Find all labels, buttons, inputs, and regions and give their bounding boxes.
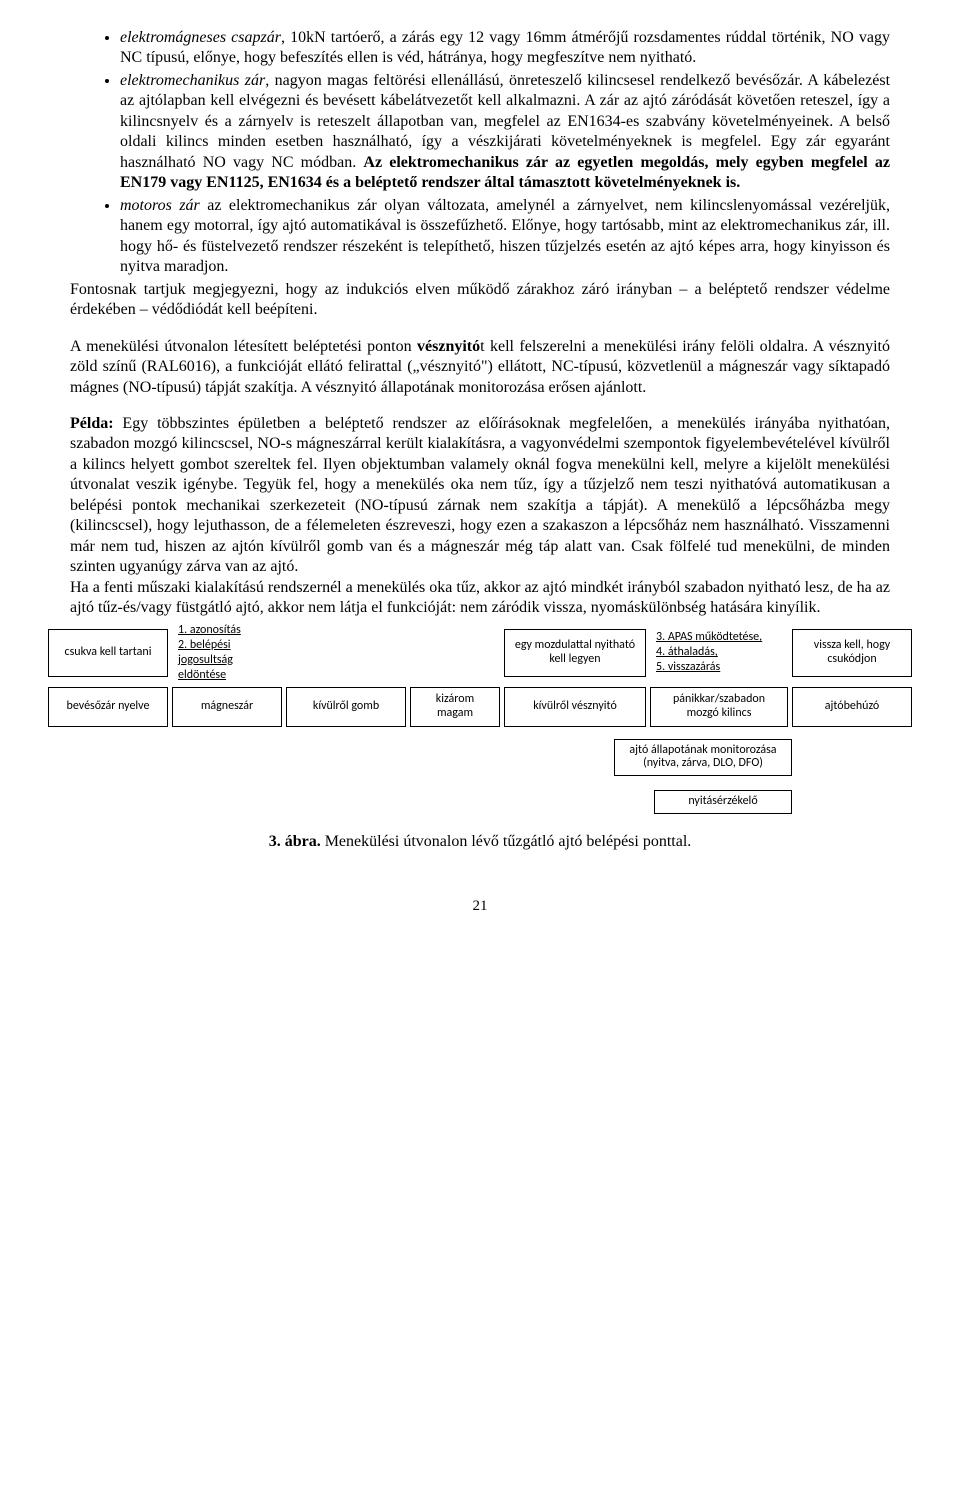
box-lockout: kizárom magam bbox=[410, 687, 500, 727]
lock-types-list: elektromágneses csapzár, 10kN tartóerő, … bbox=[98, 28, 890, 278]
paragraph-escape-route: A menekülési útvonalon létesített belépt… bbox=[70, 337, 890, 398]
paragraph-example-2: Ha a fenti műszaki kialakítású rendszern… bbox=[70, 578, 890, 619]
steps-1-2: 1. azonosítás2. belépési jogosultság eld… bbox=[172, 621, 282, 685]
box-door-state-monitor: ajtó állapotának monitorozása (nyitva, z… bbox=[614, 739, 792, 777]
diagram-row-3: ajtó állapotának monitorozása (nyitva, z… bbox=[48, 739, 912, 777]
example-body: Egy többszintes épületben a beléptető re… bbox=[70, 415, 890, 575]
paragraph-example: Példa: Egy többszintes épületben a belép… bbox=[70, 414, 890, 578]
example-label: Példa: bbox=[70, 415, 114, 432]
box-beveso: bevésőzár nyelve bbox=[48, 687, 168, 727]
figure-3-diagram: csukva kell tartani 1. azonosítás2. belé… bbox=[48, 629, 912, 814]
box-magneszar: mágneszár bbox=[172, 687, 282, 727]
bullet-text: az elektromechanikus zár olyan változata… bbox=[120, 197, 890, 275]
box-must-reclose: vissza kell, hogy csukódjon bbox=[792, 629, 912, 677]
bullet-electromagnetic: elektromágneses csapzár, 10kN tartóerő, … bbox=[120, 28, 890, 69]
steps-3-5: 3. APAS működtetése,4. áthaladás,5. viss… bbox=[650, 628, 768, 677]
caption-number: 3. ábra. bbox=[269, 833, 321, 850]
box-outside-vesz: kívülről vésznyitó bbox=[504, 687, 646, 727]
bold-term: vésznyitó bbox=[417, 338, 480, 355]
bullet-electromechanical: elektromechanikus zár, nagyon magas felt… bbox=[120, 71, 890, 194]
diagram-row-1: csukva kell tartani 1. azonosítás2. belé… bbox=[48, 629, 912, 677]
page-number: 21 bbox=[70, 897, 890, 916]
box-panic-bar: pánikkar/szabadon mozgó kilincs bbox=[650, 687, 788, 727]
lead-term: elektromechanikus zár bbox=[120, 72, 265, 89]
paragraph-induction-note: Fontosnak tartjuk megjegyezni, hogy az i… bbox=[70, 280, 890, 321]
box-open-sensor: nyitásérzékelő bbox=[654, 790, 792, 814]
box-outside-knob: kívülről gomb bbox=[286, 687, 406, 727]
text: A menekülési útvonalon létesített belépt… bbox=[70, 338, 417, 355]
figure-3-caption: 3. ábra. Menekülési útvonalon lévő tűzgá… bbox=[70, 832, 890, 852]
box-one-move-open: egy mozdulattal nyitható kell legyen bbox=[504, 629, 646, 677]
lead-term: motoros zár bbox=[120, 197, 200, 214]
lead-term: elektromágneses csapzár bbox=[120, 29, 281, 46]
diagram-row-4: nyitásérzékelő bbox=[48, 790, 912, 814]
box-door-closer: ajtóbehúzó bbox=[792, 687, 912, 727]
bullet-motor-lock: motoros zár az elektromechanikus zár oly… bbox=[120, 196, 890, 278]
box-keep-closed: csukva kell tartani bbox=[48, 629, 168, 677]
caption-text: Menekülési útvonalon lévő tűzgátló ajtó … bbox=[321, 833, 692, 850]
